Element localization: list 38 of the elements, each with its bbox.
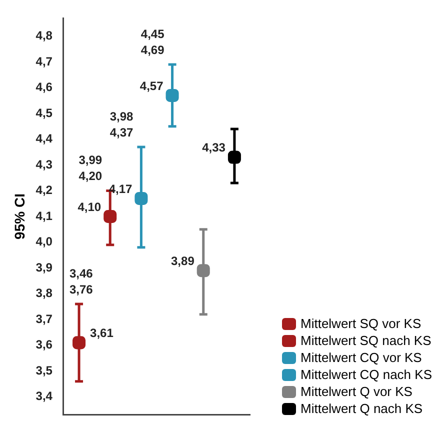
y-tick-label: 3,5 (36, 363, 53, 378)
point (228, 150, 241, 164)
legend-label: Mittelwert Q nach KS (300, 400, 423, 417)
y-tick-label: 4,6 (36, 80, 53, 94)
data-label: 3,89 (171, 254, 195, 268)
data-label: 3,61 (90, 326, 114, 340)
legend-label: Mittelwert SQ vor KS (300, 315, 422, 332)
y-tick-label: 3,8 (36, 286, 53, 300)
y-tick-label: 3,6 (36, 338, 53, 352)
point (104, 210, 117, 224)
annotation: 4,45 4,69 (140, 26, 165, 57)
data-label: 4,17 (108, 182, 133, 196)
data-label: 4,10 (78, 200, 102, 214)
annotation: 3,46 3,76 (69, 266, 94, 296)
point (196, 264, 210, 278)
legend-label: Mittelwert SQ nach KS (300, 332, 432, 349)
point (72, 336, 86, 350)
annotation: 3,99 4,20 (78, 153, 102, 184)
y-tick-label: 4,1 (36, 208, 53, 223)
legend-label: Mittelwert CQ vor KS (300, 349, 422, 366)
y-tick-label: 3,9 (36, 260, 53, 274)
y-tick-label: 4,4 (36, 132, 53, 146)
y-tick-label: 3,4 (36, 389, 53, 404)
y-tick-label: 3,7 (36, 312, 53, 326)
annotation: 3,98 4,37 (110, 109, 134, 140)
point (134, 192, 148, 205)
y-tick-label: 4,2 (36, 183, 53, 198)
legend-label: Mittelwert CQ nach KS (300, 366, 432, 383)
y-tick-label: 4,0 (36, 234, 53, 249)
y-tick-label: 4,5 (36, 106, 53, 120)
y-tick-label: 4,3 (36, 157, 53, 172)
y-tick-label: 4,7 (36, 54, 53, 68)
data-label: 4,57 (140, 78, 164, 93)
y-tick-label: 4,8 (36, 28, 53, 43)
point (166, 88, 179, 102)
data-label: 4,33 (202, 140, 226, 155)
y-axis-title: 95% CI (11, 194, 28, 240)
legend-label: Mittelwert Q vor KS (300, 383, 412, 400)
